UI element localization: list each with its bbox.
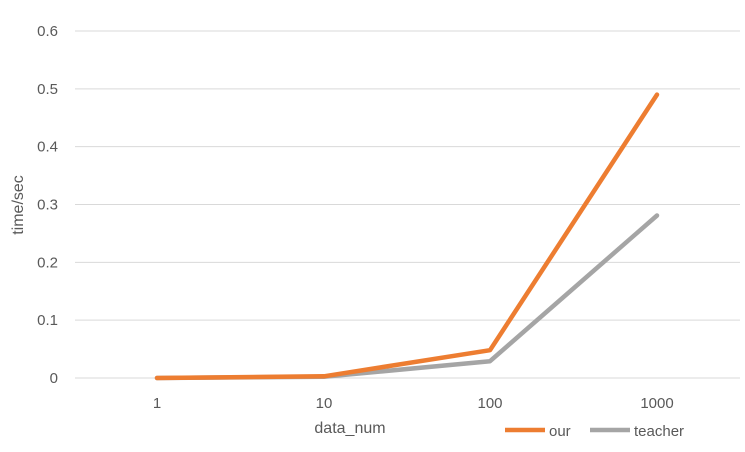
y-tick-label: 0 [50, 370, 58, 387]
legend: our teacher [505, 423, 684, 440]
x-axis-ticks: 1 10 100 1000 [153, 395, 674, 412]
y-tick-label: 0.2 [37, 254, 58, 271]
x-tick-label: 100 [477, 395, 502, 412]
y-tick-label: 0.1 [37, 312, 58, 329]
x-tick-label: 1000 [640, 395, 673, 412]
series-line-teacher [154, 213, 660, 381]
legend-label-our: our [549, 423, 571, 440]
series-line-our [154, 92, 660, 381]
x-tick-label: 1 [153, 395, 161, 412]
series-lines [154, 92, 660, 381]
y-axis-title: time/sec [10, 175, 27, 235]
gridlines [75, 30, 740, 379]
x-axis-title: data_num [314, 420, 385, 437]
y-tick-label: 0.5 [37, 81, 58, 98]
y-tick-label: 0.4 [37, 139, 58, 156]
y-tick-label: 0.6 [37, 23, 58, 40]
y-tick-label: 0.3 [37, 197, 58, 214]
y-axis-ticks: 0 0.1 0.2 0.3 0.4 0.5 0.6 [37, 23, 58, 387]
x-tick-label: 10 [316, 395, 333, 412]
legend-label-teacher: teacher [634, 423, 684, 440]
